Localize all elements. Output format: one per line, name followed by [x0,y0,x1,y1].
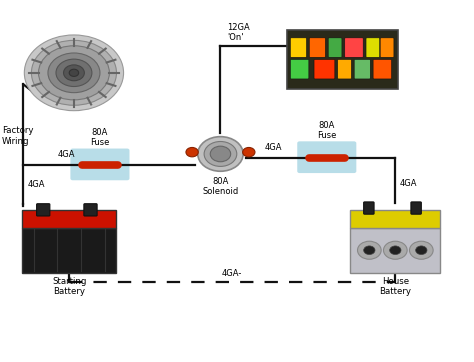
Text: 80A
Fuse: 80A Fuse [317,121,337,140]
Text: Factory
Wiring: Factory Wiring [1,126,33,146]
FancyBboxPatch shape [36,204,50,216]
Circle shape [390,246,401,254]
Circle shape [204,142,237,167]
Circle shape [364,246,375,254]
Circle shape [410,241,433,259]
FancyBboxPatch shape [350,228,440,273]
Circle shape [69,69,79,76]
FancyBboxPatch shape [22,228,117,273]
FancyBboxPatch shape [291,59,309,79]
Circle shape [210,146,231,162]
Circle shape [24,35,124,111]
Text: 4GA: 4GA [400,179,418,188]
FancyBboxPatch shape [287,30,398,89]
FancyBboxPatch shape [373,59,392,79]
Text: Starting
Battery: Starting Battery [52,277,86,296]
FancyBboxPatch shape [314,59,335,79]
FancyBboxPatch shape [71,148,129,180]
Circle shape [357,241,381,259]
Text: 80A
Fuse: 80A Fuse [90,128,109,147]
Circle shape [38,46,109,100]
FancyBboxPatch shape [366,38,380,57]
FancyBboxPatch shape [380,38,394,57]
FancyBboxPatch shape [411,202,421,214]
FancyBboxPatch shape [310,38,325,57]
Circle shape [416,246,427,254]
Text: 4GA: 4GA [28,180,46,189]
FancyBboxPatch shape [345,38,363,57]
FancyBboxPatch shape [22,210,117,228]
Text: 4GA: 4GA [265,143,283,152]
Circle shape [64,65,84,81]
FancyBboxPatch shape [354,59,370,79]
FancyBboxPatch shape [364,202,374,214]
Text: 80A
Solenoid: 80A Solenoid [202,177,238,196]
FancyBboxPatch shape [291,38,307,57]
Circle shape [243,147,255,157]
Circle shape [383,241,407,259]
FancyBboxPatch shape [84,204,97,216]
Text: 4GA: 4GA [58,150,75,159]
Circle shape [186,147,198,157]
Circle shape [48,53,100,93]
Text: 12GA
'On': 12GA 'On' [228,23,250,42]
Text: House
Battery: House Battery [379,277,411,296]
FancyBboxPatch shape [328,38,342,57]
Circle shape [56,59,92,87]
Text: 4GA-: 4GA- [222,269,243,278]
Circle shape [198,136,243,171]
FancyBboxPatch shape [350,210,440,228]
FancyBboxPatch shape [337,59,351,79]
FancyBboxPatch shape [297,141,356,173]
Circle shape [31,40,117,105]
